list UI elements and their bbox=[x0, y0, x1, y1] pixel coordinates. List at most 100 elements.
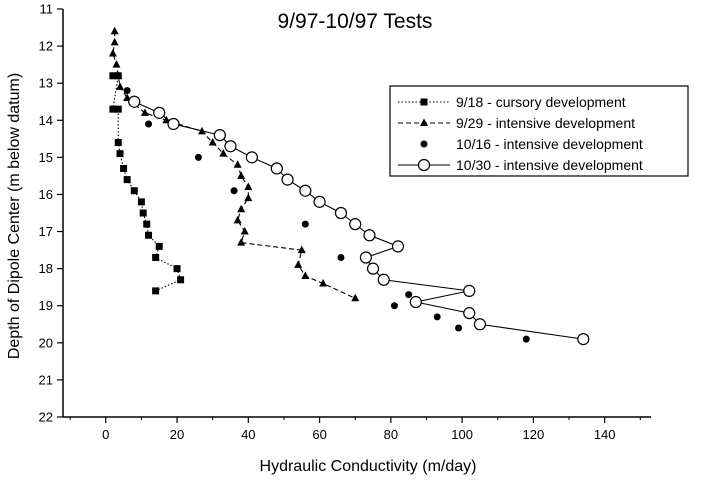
data-point bbox=[245, 151, 258, 164]
legend-label: 10/16 - intensive development bbox=[456, 136, 643, 152]
y-tick-label: 20 bbox=[39, 335, 53, 350]
y-tick-label: 11 bbox=[40, 2, 54, 17]
legend-box bbox=[389, 85, 689, 177]
legend-item-2: 9/29 - intensive development bbox=[398, 115, 635, 131]
y-tick-label: 15 bbox=[39, 150, 53, 165]
legend-label: 10/30 - intensive development bbox=[456, 157, 643, 173]
data-point bbox=[337, 254, 345, 262]
data-point bbox=[219, 149, 228, 157]
series-layer bbox=[108, 26, 590, 346]
data-point bbox=[319, 278, 328, 287]
x-ticks: 0 20 40 60 80 100 120 140 bbox=[69, 417, 641, 442]
data-point bbox=[522, 335, 530, 343]
x-tick-label: 140 bbox=[594, 427, 616, 442]
x-tick-label: 80 bbox=[384, 427, 398, 442]
series-line bbox=[112, 75, 182, 292]
data-point bbox=[240, 227, 249, 235]
data-point bbox=[237, 171, 246, 179]
data-point bbox=[110, 37, 119, 46]
x-tick-label: 0 bbox=[102, 427, 109, 442]
y-tick-label: 22 bbox=[39, 410, 53, 425]
data-point bbox=[139, 209, 147, 217]
data-point bbox=[351, 293, 360, 302]
x-tick-label: 60 bbox=[312, 427, 326, 442]
data-point bbox=[366, 262, 380, 275]
data-point bbox=[224, 140, 237, 153]
x-axis-label: Hydraulic Conductivity (m/day) bbox=[260, 458, 477, 475]
legend-label: 9/29 - intensive development bbox=[456, 115, 635, 131]
y-tick-label: 21 bbox=[39, 372, 53, 387]
legend: 9/18 - cursory development 9/29 - intensi… bbox=[389, 85, 689, 177]
data-point bbox=[114, 71, 123, 79]
data-point bbox=[177, 276, 185, 284]
data-point bbox=[213, 129, 226, 142]
data-point bbox=[116, 82, 125, 90]
legend-item-3: 10/16 - intensive development bbox=[420, 136, 643, 152]
data-point bbox=[233, 160, 242, 168]
data-point bbox=[130, 187, 138, 195]
y-tick-label: 19 bbox=[39, 298, 53, 313]
y-tick-label: 16 bbox=[39, 187, 53, 202]
legend-label: 9/18 - cursory development bbox=[456, 94, 626, 110]
x-tick-label: 20 bbox=[170, 427, 184, 442]
data-point bbox=[244, 182, 253, 191]
legend-marker bbox=[420, 140, 428, 148]
data-point bbox=[152, 287, 160, 295]
data-point bbox=[281, 173, 294, 186]
x-tick-label: 40 bbox=[241, 427, 255, 442]
data-point bbox=[155, 242, 163, 250]
data-point bbox=[313, 195, 326, 208]
y-tick-label: 13 bbox=[39, 76, 53, 91]
data-point bbox=[237, 238, 246, 246]
data-point bbox=[109, 72, 117, 80]
data-point bbox=[377, 273, 390, 286]
data-point bbox=[433, 313, 441, 321]
series-line bbox=[112, 31, 356, 299]
data-point bbox=[194, 153, 202, 161]
y-tick-label: 12 bbox=[39, 39, 53, 54]
y-tick-label: 18 bbox=[39, 261, 53, 276]
data-point bbox=[114, 105, 122, 113]
data-point bbox=[301, 220, 309, 228]
y-axis-label: Depth of Dipole Center (m below datum) bbox=[6, 73, 23, 359]
data-point bbox=[294, 260, 303, 268]
series-1 bbox=[109, 72, 185, 295]
data-point bbox=[233, 215, 242, 224]
data-point bbox=[123, 87, 131, 95]
y-ticks: 11 12 13 14 15 16 17 18 19 20 21 22 bbox=[39, 2, 63, 425]
data-point bbox=[123, 176, 131, 184]
legend-item-4: 10/30 - intensive development bbox=[398, 157, 643, 173]
data-point bbox=[120, 164, 128, 172]
data-point bbox=[230, 187, 238, 195]
x-tick-label: 120 bbox=[523, 427, 545, 442]
data-point bbox=[359, 251, 373, 264]
data-point bbox=[299, 184, 312, 197]
data-point bbox=[145, 120, 153, 128]
data-point bbox=[116, 150, 124, 158]
data-point bbox=[237, 204, 246, 213]
data-point bbox=[363, 229, 376, 242]
data-point bbox=[208, 138, 217, 146]
data-point bbox=[577, 333, 590, 346]
data-point bbox=[112, 60, 121, 68]
data-point bbox=[152, 254, 160, 262]
data-point bbox=[473, 318, 487, 331]
series-4 bbox=[128, 95, 590, 346]
data-point bbox=[409, 295, 422, 309]
axes bbox=[62, 9, 651, 418]
data-point bbox=[301, 271, 310, 280]
series-3 bbox=[123, 87, 530, 343]
data-point bbox=[390, 302, 398, 310]
data-point bbox=[110, 26, 119, 35]
legend-marker bbox=[420, 118, 428, 126]
legend-marker bbox=[420, 98, 428, 106]
series-2 bbox=[108, 26, 360, 302]
data-point bbox=[405, 291, 413, 299]
y-tick-label: 14 bbox=[39, 113, 53, 128]
data-point bbox=[349, 218, 362, 231]
x-tick-label: 100 bbox=[451, 427, 473, 442]
data-point bbox=[463, 307, 476, 320]
data-point bbox=[145, 231, 153, 239]
data-point bbox=[153, 106, 166, 119]
